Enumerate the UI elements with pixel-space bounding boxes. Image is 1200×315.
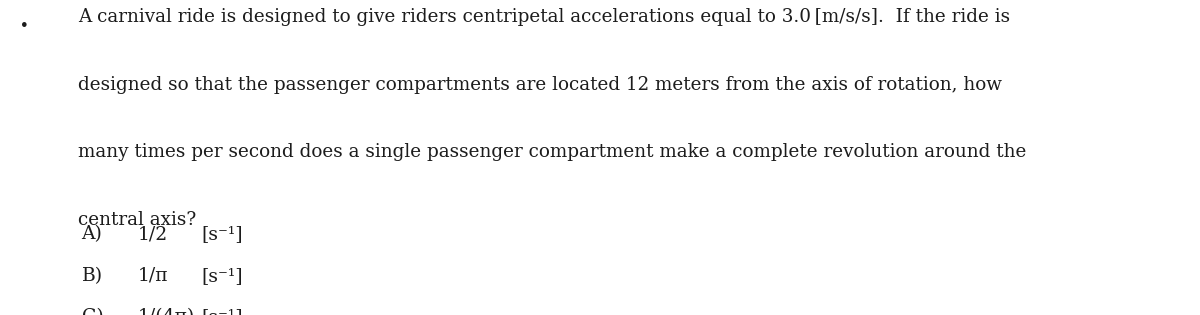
- Text: .: .: [20, 8, 29, 32]
- Text: [s⁻¹]: [s⁻¹]: [202, 225, 244, 243]
- Text: [s⁻¹]: [s⁻¹]: [202, 267, 244, 285]
- Text: many times per second does a single passenger compartment make a complete revolu: many times per second does a single pass…: [78, 143, 1026, 161]
- Text: 1/(4π): 1/(4π): [138, 308, 196, 315]
- Text: A carnival ride is designed to give riders centripetal accelerations equal to 3.: A carnival ride is designed to give ride…: [78, 8, 1010, 26]
- Text: A): A): [82, 225, 102, 243]
- Text: C): C): [82, 308, 103, 315]
- Text: designed so that the passenger compartments are located 12 meters from the axis : designed so that the passenger compartme…: [78, 76, 1002, 94]
- Text: 1/π: 1/π: [138, 267, 168, 285]
- Text: 1/2: 1/2: [138, 225, 168, 243]
- Text: [s⁻¹]: [s⁻¹]: [202, 308, 244, 315]
- Text: central axis?: central axis?: [78, 211, 197, 229]
- Text: B): B): [82, 267, 103, 285]
